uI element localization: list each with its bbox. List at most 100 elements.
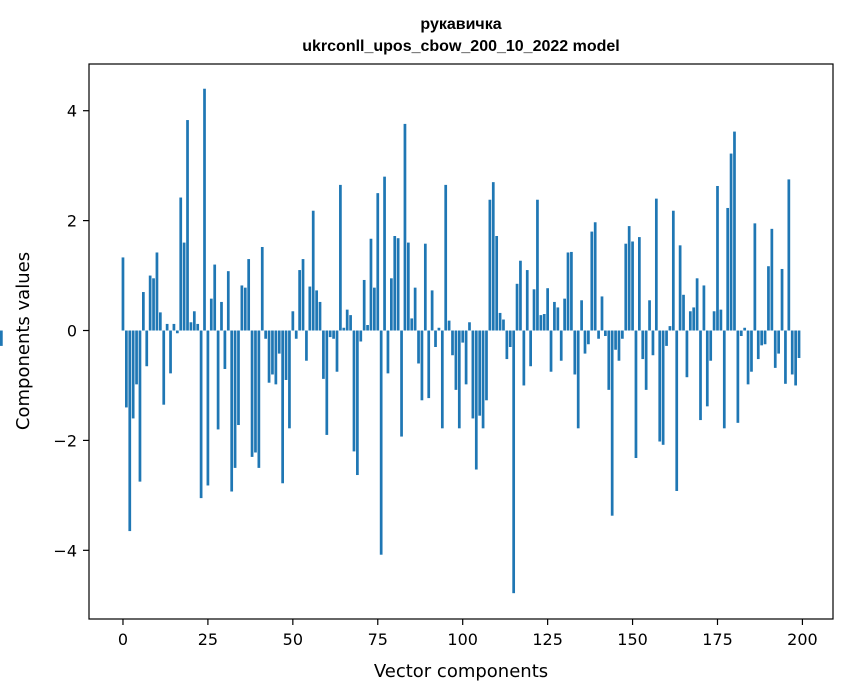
bar <box>597 330 600 339</box>
plot-area-frame <box>88 63 834 620</box>
bar <box>607 330 611 390</box>
bar <box>461 330 465 343</box>
bar <box>400 330 403 437</box>
bar <box>464 330 468 385</box>
bar <box>773 330 777 368</box>
bar <box>583 330 587 354</box>
bar <box>440 330 444 429</box>
bar <box>756 330 760 360</box>
y-tick-label: −2 <box>53 431 77 450</box>
bar <box>434 330 437 347</box>
bar <box>406 242 410 331</box>
bar <box>162 330 166 405</box>
bar <box>739 330 743 337</box>
bar <box>794 330 797 386</box>
bar <box>654 198 658 331</box>
bar <box>325 330 329 435</box>
bar <box>376 193 380 331</box>
bar <box>692 307 696 331</box>
bar <box>339 184 342 331</box>
bar <box>671 210 675 331</box>
bar-series <box>0 88 801 594</box>
bar <box>233 330 237 468</box>
bar <box>393 236 397 331</box>
bar <box>451 330 454 356</box>
bar <box>763 330 767 345</box>
bar <box>349 315 352 331</box>
bar <box>264 330 268 339</box>
bar <box>135 330 138 385</box>
bar <box>209 298 213 331</box>
x-axis-label: Vector components <box>374 661 548 682</box>
x-tick-label: 50 <box>283 630 303 649</box>
bar <box>444 184 448 331</box>
bar <box>352 330 356 452</box>
bar <box>750 330 753 372</box>
bar <box>308 286 312 331</box>
bar <box>474 330 478 470</box>
bar <box>746 330 750 385</box>
bar <box>678 245 682 331</box>
bar <box>226 271 230 331</box>
bar <box>787 179 791 331</box>
bar <box>525 270 529 331</box>
bar <box>546 288 549 331</box>
bar <box>390 278 393 331</box>
bar <box>512 330 516 594</box>
bar <box>712 311 716 331</box>
bar <box>702 285 706 331</box>
bar <box>223 330 227 369</box>
bar <box>502 319 505 331</box>
bar <box>770 228 774 331</box>
x-tick-label: 200 <box>787 630 818 649</box>
bar <box>777 330 780 354</box>
bar <box>243 287 247 331</box>
bar <box>682 294 685 331</box>
x-tick-label: 0 <box>118 630 128 649</box>
bar <box>169 330 172 374</box>
bar <box>505 330 509 360</box>
bar <box>237 330 240 426</box>
bar <box>716 185 719 331</box>
bar <box>366 325 369 331</box>
bar <box>508 330 512 347</box>
x-tick-label: 25 <box>198 630 218 649</box>
bar <box>179 197 183 331</box>
bar <box>485 330 488 401</box>
bar <box>719 309 723 331</box>
bar <box>733 131 736 331</box>
bar <box>192 311 196 331</box>
bar <box>580 300 583 331</box>
bar <box>614 330 617 350</box>
bar <box>454 330 458 390</box>
bar <box>328 330 332 338</box>
bar <box>369 238 373 331</box>
bar <box>699 330 702 421</box>
bar <box>648 300 651 331</box>
bar <box>624 243 628 331</box>
bar <box>284 330 288 380</box>
bar <box>386 330 390 374</box>
bar <box>726 207 730 331</box>
bar <box>379 330 383 555</box>
bar <box>189 322 193 331</box>
bar <box>556 307 560 331</box>
bar <box>199 330 203 499</box>
bar <box>277 330 281 354</box>
bar <box>125 330 128 408</box>
bar <box>281 330 284 484</box>
bar <box>644 330 648 390</box>
bar <box>148 275 152 331</box>
bar <box>403 123 407 331</box>
bar <box>661 330 665 445</box>
bar <box>457 330 461 429</box>
bar <box>294 330 298 339</box>
bar <box>271 330 274 375</box>
bar <box>468 322 471 331</box>
bar <box>318 301 322 331</box>
bar <box>216 330 220 430</box>
bar <box>260 246 264 331</box>
bar <box>790 330 794 375</box>
bar <box>767 266 770 331</box>
bar <box>617 330 621 361</box>
